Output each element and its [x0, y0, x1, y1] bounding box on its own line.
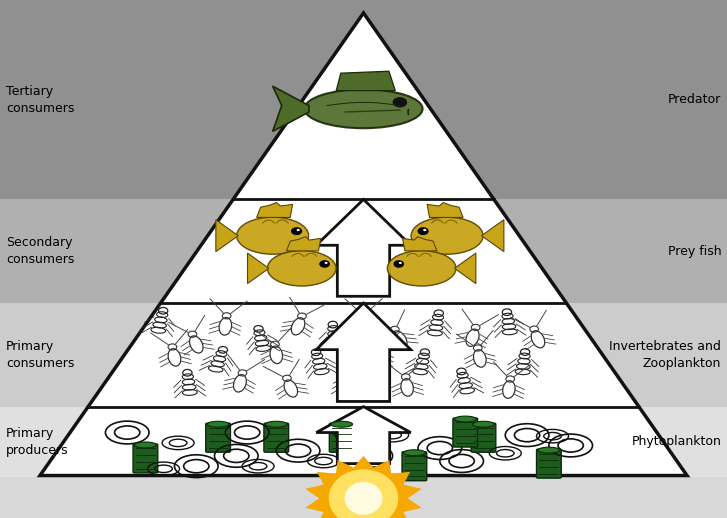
- FancyBboxPatch shape: [471, 423, 496, 452]
- Polygon shape: [286, 237, 321, 251]
- Circle shape: [398, 262, 402, 264]
- Circle shape: [319, 260, 330, 268]
- Text: Primary
producers: Primary producers: [6, 427, 68, 456]
- Polygon shape: [273, 86, 309, 132]
- Circle shape: [393, 97, 407, 108]
- FancyBboxPatch shape: [264, 423, 289, 452]
- Polygon shape: [403, 237, 437, 251]
- Bar: [0, 199, 727, 303]
- Ellipse shape: [403, 450, 425, 456]
- Polygon shape: [305, 456, 422, 518]
- Circle shape: [423, 229, 426, 231]
- Bar: [0, 477, 727, 518]
- Circle shape: [324, 262, 328, 264]
- FancyBboxPatch shape: [453, 418, 478, 447]
- Text: Tertiary
consumers: Tertiary consumers: [6, 85, 74, 114]
- Polygon shape: [247, 253, 269, 283]
- Polygon shape: [216, 220, 238, 252]
- Polygon shape: [316, 199, 411, 296]
- Text: Phytoplankton: Phytoplankton: [631, 435, 721, 448]
- Bar: [0, 303, 727, 407]
- Bar: [0, 407, 727, 477]
- Polygon shape: [336, 71, 395, 91]
- Polygon shape: [257, 203, 292, 218]
- Ellipse shape: [454, 416, 476, 422]
- Text: Prey fish: Prey fish: [667, 244, 721, 258]
- Polygon shape: [40, 13, 687, 476]
- Text: Predator: Predator: [668, 93, 721, 106]
- Ellipse shape: [331, 421, 353, 427]
- Bar: [0, 0, 727, 199]
- FancyBboxPatch shape: [206, 423, 230, 452]
- Ellipse shape: [305, 90, 422, 128]
- FancyBboxPatch shape: [402, 452, 427, 481]
- FancyBboxPatch shape: [329, 423, 354, 452]
- Text: Invertebrates and
Zooplankton: Invertebrates and Zooplankton: [609, 340, 721, 370]
- Ellipse shape: [473, 421, 494, 427]
- Circle shape: [417, 227, 429, 235]
- Ellipse shape: [134, 442, 156, 448]
- Ellipse shape: [328, 468, 399, 518]
- Ellipse shape: [387, 251, 456, 286]
- Polygon shape: [454, 253, 476, 283]
- FancyBboxPatch shape: [537, 449, 561, 478]
- Circle shape: [297, 229, 300, 231]
- Circle shape: [291, 227, 302, 235]
- Text: Primary
consumers: Primary consumers: [6, 340, 74, 370]
- Polygon shape: [316, 303, 411, 401]
- Polygon shape: [481, 220, 504, 252]
- Circle shape: [393, 260, 404, 268]
- Text: Secondary
consumers: Secondary consumers: [6, 236, 74, 266]
- Ellipse shape: [268, 251, 336, 286]
- Ellipse shape: [345, 482, 382, 515]
- Polygon shape: [427, 203, 463, 218]
- Ellipse shape: [207, 421, 229, 427]
- Ellipse shape: [236, 217, 308, 254]
- Ellipse shape: [411, 217, 483, 254]
- Ellipse shape: [538, 447, 560, 453]
- FancyBboxPatch shape: [133, 444, 158, 473]
- Polygon shape: [316, 407, 411, 464]
- Ellipse shape: [265, 421, 287, 427]
